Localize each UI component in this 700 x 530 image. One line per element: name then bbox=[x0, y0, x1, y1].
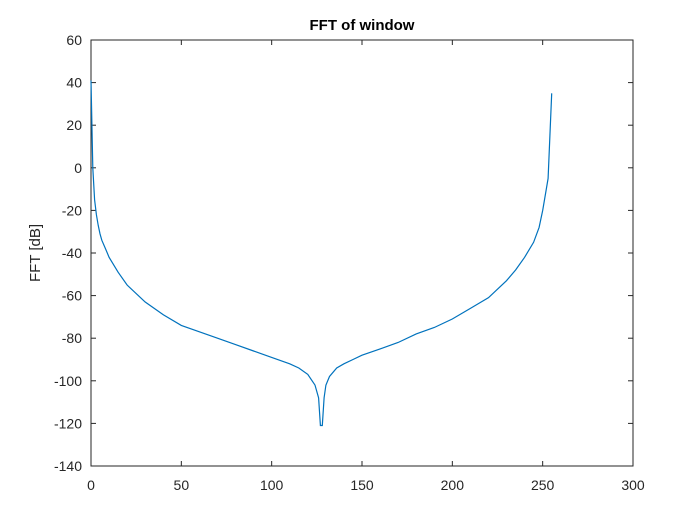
y-tick-label: -40 bbox=[62, 245, 82, 261]
y-tick-label: 60 bbox=[66, 32, 82, 48]
x-tick-label: 300 bbox=[621, 477, 645, 493]
y-tick-label: -20 bbox=[62, 202, 82, 218]
y-tick-label: 20 bbox=[66, 117, 82, 133]
x-tick-label: 150 bbox=[350, 477, 374, 493]
y-tick-label: 0 bbox=[74, 160, 82, 176]
y-tick-label: 40 bbox=[66, 75, 82, 91]
chart-title: FFT of window bbox=[310, 17, 415, 34]
y-tick-label: -100 bbox=[54, 373, 82, 389]
x-tick-label: 50 bbox=[174, 477, 190, 493]
x-tick-label: 100 bbox=[260, 477, 284, 493]
y-tick-label: -140 bbox=[54, 458, 82, 474]
x-tick-label: 200 bbox=[441, 477, 465, 493]
x-ticks: 0 50 100 150 200 250 300 bbox=[87, 40, 645, 493]
y-tick-label: -80 bbox=[62, 330, 82, 346]
y-ticks: -140 -120 -100 -80 -60 -40 -20 0 20 40 60 bbox=[54, 32, 633, 474]
x-tick-label: 250 bbox=[531, 477, 555, 493]
series-line bbox=[90, 80, 553, 427]
x-tick-label: 0 bbox=[87, 477, 95, 493]
y-tick-label: -120 bbox=[54, 415, 82, 431]
y-axis-label: FFT [dB] bbox=[27, 224, 44, 282]
plot-area bbox=[90, 39, 634, 467]
y-tick-label: -60 bbox=[62, 288, 82, 304]
